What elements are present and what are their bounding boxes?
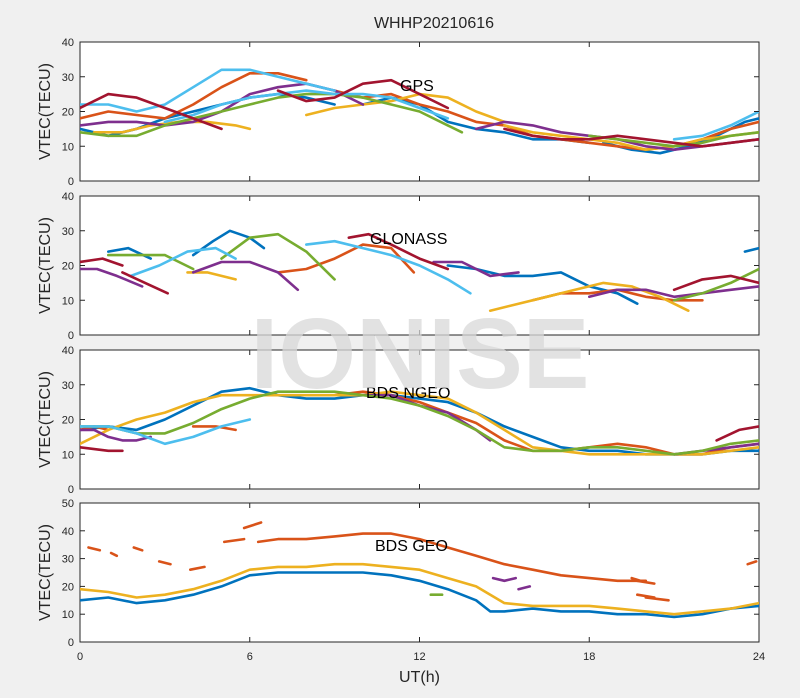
series-line <box>157 560 172 566</box>
series-line <box>80 390 759 456</box>
series-group <box>80 68 759 155</box>
y-tick-label: 30 <box>62 380 74 392</box>
y-axis-label: VTEC(TECU) <box>37 63 54 160</box>
figure-title: WHHP20210616 <box>374 15 494 32</box>
series-line <box>80 418 252 446</box>
series-line <box>276 78 450 110</box>
series-line <box>80 571 759 619</box>
series-group <box>80 521 759 619</box>
y-tick-label: 40 <box>62 526 74 538</box>
y-tick-label: 10 <box>62 295 74 307</box>
x-tick-label: 24 <box>753 651 765 663</box>
panel-annotation: GPS <box>400 78 434 95</box>
y-axis-label: VTEC(TECU) <box>37 524 54 621</box>
x-tick-label: 18 <box>583 651 595 663</box>
series-line <box>636 579 656 585</box>
y-tick-label: 40 <box>62 37 74 49</box>
series-line <box>672 274 759 292</box>
y-tick-label: 10 <box>62 449 74 461</box>
y-tick-label: 0 <box>68 330 74 342</box>
x-tick-label: 0 <box>77 651 83 663</box>
plot-area <box>79 502 760 643</box>
series-line <box>672 267 759 302</box>
series-line <box>80 428 152 442</box>
subplot-1: 0 10 20 30 40 VTEC(TECU) GPS <box>37 37 760 188</box>
y-tick-label: 30 <box>62 554 74 566</box>
series-line <box>80 562 759 616</box>
series-group <box>80 386 759 456</box>
panel-annotation: BDS GEO <box>375 538 448 555</box>
series-line <box>644 596 670 602</box>
y-tick-label: 0 <box>68 484 74 496</box>
series-line <box>80 68 336 113</box>
series-line <box>746 560 758 566</box>
y-tick-label: 20 <box>62 415 74 427</box>
y-tick-label: 20 <box>62 261 74 273</box>
series-line <box>242 521 263 530</box>
y-axis-label: VTEC(TECU) <box>37 217 54 314</box>
y-tick-label: 0 <box>68 637 74 649</box>
series-line <box>223 537 246 544</box>
series-line <box>80 92 223 131</box>
series-line <box>715 425 759 442</box>
series-line <box>305 239 472 295</box>
series-line <box>256 532 648 583</box>
series-line <box>305 92 506 124</box>
series-line <box>189 565 206 571</box>
series-line <box>80 267 144 288</box>
y-tick-label: 20 <box>62 107 74 119</box>
series-line <box>80 390 759 456</box>
y-tick-label: 40 <box>62 191 74 203</box>
series-line <box>109 551 119 558</box>
subplot-2: 0 10 20 30 40 VTEC(TECU) GLONASS <box>37 191 760 342</box>
series-line <box>672 110 759 141</box>
subplot-4: 0 10 20 30 40 50 0 6 12 18 24 VTEC(TECU) BDS GEO UT(h… <box>37 498 765 686</box>
series-line <box>503 124 759 151</box>
panel-annotation: GLONASS <box>370 231 447 248</box>
series-line <box>517 585 532 591</box>
y-axis-label: VTEC(TECU) <box>37 371 54 468</box>
series-line <box>163 89 450 124</box>
series-line <box>121 271 169 295</box>
series-line <box>488 281 690 312</box>
x-tick-label: 6 <box>247 651 253 663</box>
y-tick-label: 10 <box>62 141 74 153</box>
y-tick-label: 10 <box>62 609 74 621</box>
watermark-text: IONISE <box>251 298 590 410</box>
y-tick-label: 30 <box>62 226 74 238</box>
series-line <box>276 243 416 274</box>
series-line <box>87 546 102 552</box>
y-tick-label: 30 <box>62 72 74 84</box>
series-line <box>132 546 144 552</box>
series-line <box>80 446 124 453</box>
series-line <box>503 127 759 148</box>
subplot-3: 0 10 20 30 40 VTEC(TECU) BDS NGEO <box>37 345 760 496</box>
y-tick-label: 40 <box>62 345 74 357</box>
series-line <box>432 260 520 278</box>
series-line <box>491 576 517 583</box>
series-line <box>588 285 759 299</box>
series-line <box>129 246 237 278</box>
plot-area <box>79 349 760 490</box>
series-line <box>191 229 266 257</box>
y-tick-label: 50 <box>62 498 74 510</box>
series-line <box>602 117 759 155</box>
series-line <box>107 253 195 271</box>
x-tick-label: 12 <box>413 651 425 663</box>
series-line <box>220 232 336 281</box>
y-tick-label: 20 <box>62 581 74 593</box>
x-axis-label: UT(h) <box>399 669 440 686</box>
series-line <box>80 92 464 138</box>
panel-annotation: BDS NGEO <box>366 385 450 402</box>
series-line <box>588 131 759 148</box>
series-line <box>191 260 300 292</box>
subplots: 0 10 20 30 40 VTEC(TECU) GPS 0 10 20 30 40 VTEC(TECU… <box>37 37 765 686</box>
series-group <box>80 229 759 312</box>
series-line <box>80 257 124 267</box>
series-line <box>191 425 237 432</box>
series-line <box>743 246 759 253</box>
series-line <box>347 232 450 271</box>
y-tick-label: 0 <box>68 176 74 188</box>
